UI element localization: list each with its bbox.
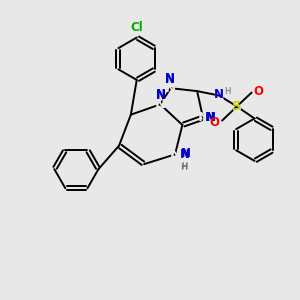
Text: N: N xyxy=(197,111,208,124)
Text: N: N xyxy=(155,98,166,111)
Text: N: N xyxy=(156,89,166,102)
Text: S: S xyxy=(232,100,242,113)
Text: Cl: Cl xyxy=(130,21,143,34)
Text: N: N xyxy=(214,88,225,103)
Text: N: N xyxy=(165,82,176,95)
Text: N: N xyxy=(214,88,224,101)
Text: N: N xyxy=(169,148,181,161)
Text: N: N xyxy=(156,88,166,101)
Text: N: N xyxy=(165,73,175,86)
Text: O: O xyxy=(209,116,219,129)
Text: N: N xyxy=(181,147,191,160)
Text: H: H xyxy=(224,88,231,97)
Text: H: H xyxy=(180,163,187,172)
Text: N: N xyxy=(165,72,175,85)
Text: N: N xyxy=(180,148,190,161)
Text: S: S xyxy=(232,99,242,114)
Text: N: N xyxy=(205,111,215,124)
Text: H: H xyxy=(181,162,187,171)
Text: N: N xyxy=(206,110,216,124)
Text: O: O xyxy=(253,85,263,98)
